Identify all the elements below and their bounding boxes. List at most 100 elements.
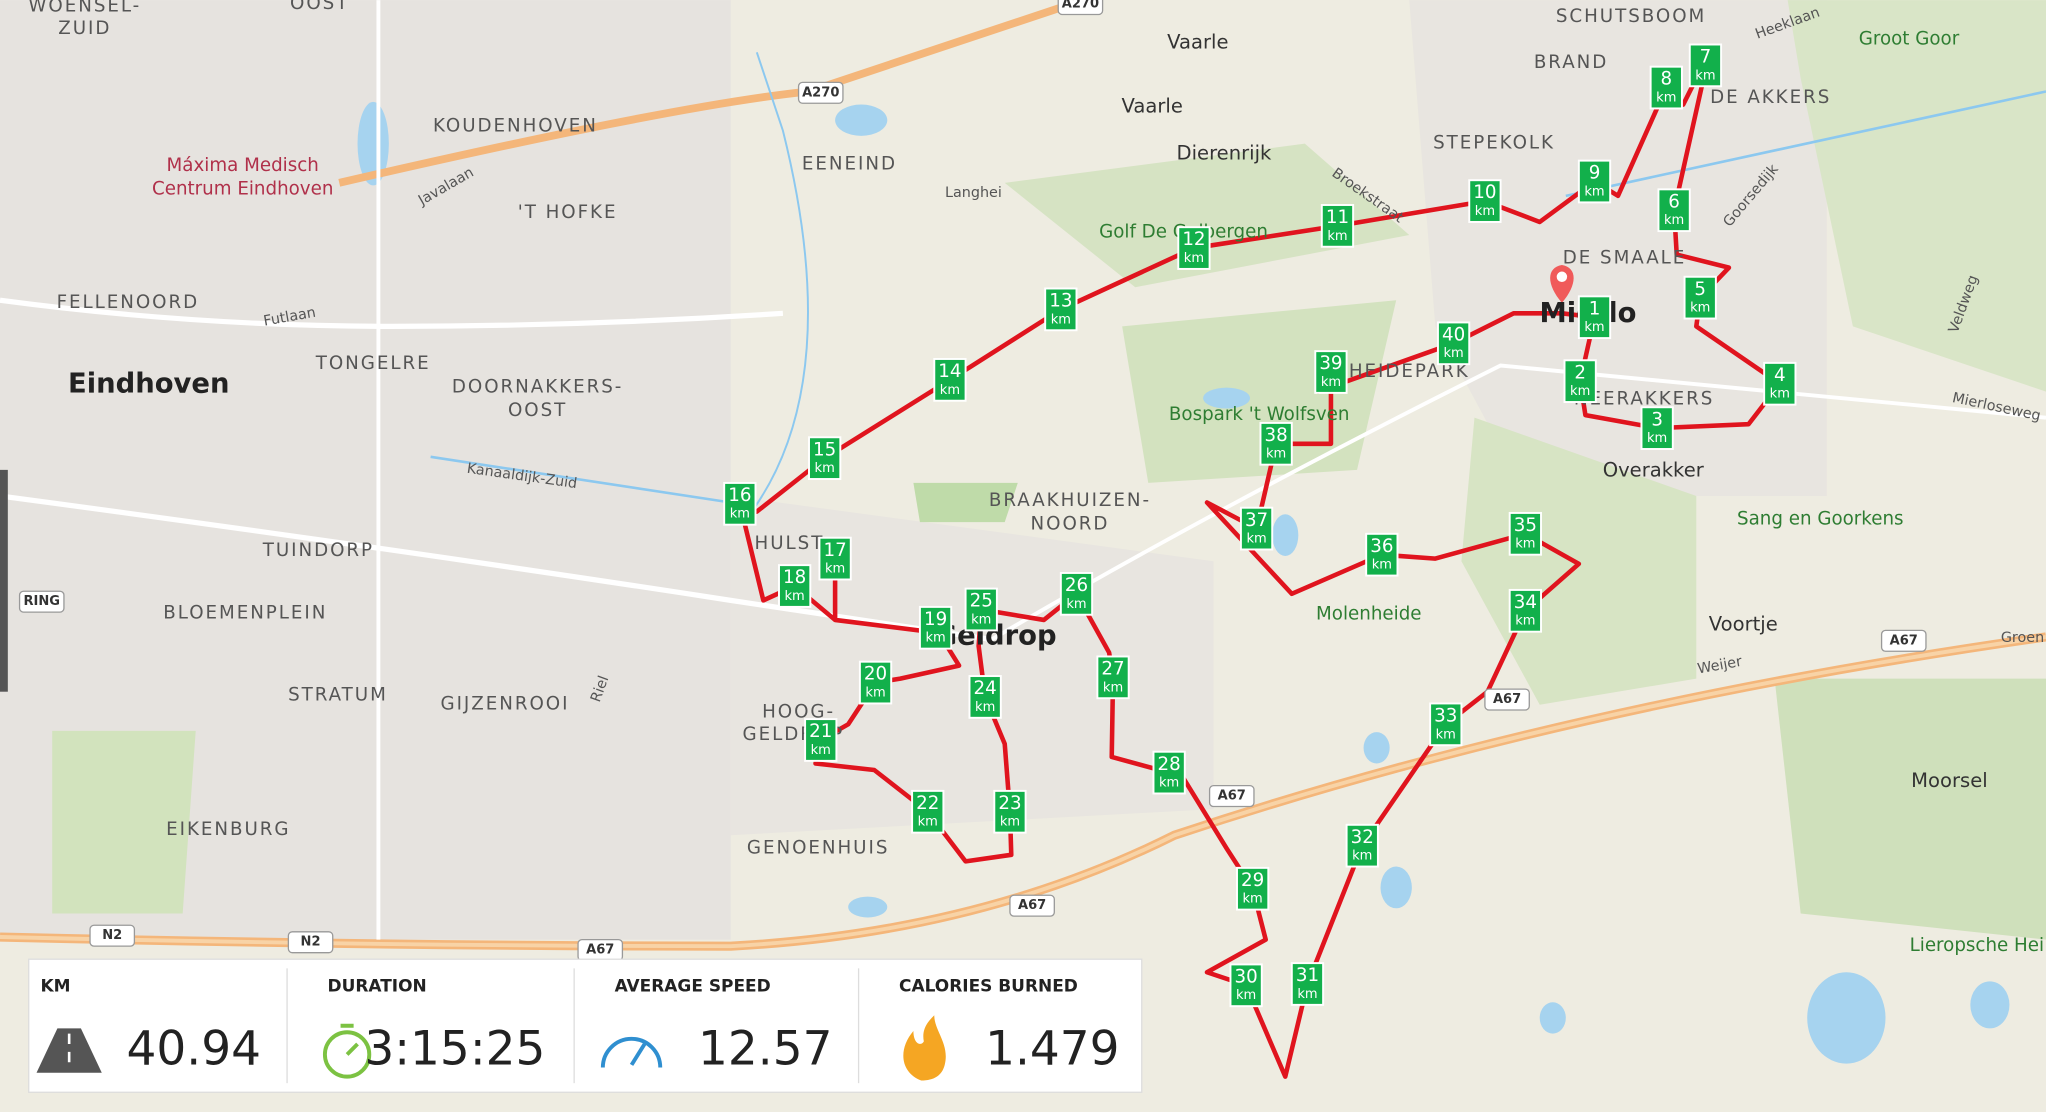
- km-number: 34: [1514, 592, 1537, 613]
- road-shield: [1208, 785, 1255, 808]
- km-unit: km: [1656, 90, 1676, 105]
- km-number: 20: [864, 664, 887, 685]
- road-shield: [1880, 629, 1927, 652]
- map-label: EIKENBURG: [166, 819, 290, 840]
- map-label: Moorsel: [1911, 769, 1988, 792]
- km-unit: km: [1297, 987, 1317, 1002]
- km-unit: km: [1475, 204, 1495, 219]
- km-marker-box: [1345, 823, 1379, 868]
- km-unit: km: [825, 562, 845, 577]
- km-unit: km: [1515, 537, 1535, 552]
- map-label: WOENSEL-: [28, 0, 141, 17]
- map-label: GIJZENROOI: [440, 694, 569, 715]
- km-marker-box: [1314, 350, 1348, 394]
- km-marker: 6km: [1657, 188, 1691, 233]
- km-marker-box: [1365, 532, 1399, 577]
- road-shield: [797, 81, 844, 104]
- map-label: Vaarle: [1122, 95, 1183, 118]
- km-number: 2: [1574, 362, 1586, 383]
- map-label: Lieropsche Hei: [1910, 935, 2044, 956]
- km-number: 7: [1700, 47, 1712, 68]
- km-unit: km: [1327, 229, 1347, 244]
- map-label: Voortje: [1709, 613, 1778, 636]
- km-number: 31: [1296, 965, 1319, 986]
- map-label: DE AKKERS: [1710, 87, 1831, 108]
- map-label: ZUID: [58, 18, 111, 39]
- km-marker: 8km: [1649, 65, 1683, 110]
- map-label: A67: [586, 943, 614, 958]
- km-marker-box: [1044, 287, 1078, 332]
- km-unit: km: [1103, 680, 1123, 695]
- km-number: 37: [1245, 510, 1268, 531]
- road-shield: [18, 590, 65, 613]
- map-label: TONGELRE: [315, 353, 431, 374]
- map-label: 'T HOFKE: [518, 202, 618, 223]
- km-unit: km: [975, 700, 995, 715]
- km-marker-box: [1236, 866, 1270, 911]
- km-marker-box: [1577, 159, 1612, 204]
- km-marker-box: [918, 605, 953, 650]
- map-label: HULST: [755, 533, 825, 554]
- km-unit: km: [1159, 776, 1179, 791]
- km-unit: km: [1436, 727, 1456, 742]
- km-marker-box: [1259, 421, 1293, 466]
- map-label: N2: [102, 928, 122, 943]
- km-unit: km: [1443, 346, 1463, 361]
- start-pin: [1550, 265, 1574, 303]
- km-number: 40: [1442, 324, 1465, 345]
- km-number: 21: [809, 721, 832, 742]
- km-marker-box: [1688, 43, 1723, 88]
- km-marker: 9km: [1577, 159, 1612, 204]
- km-number: 32: [1351, 827, 1374, 848]
- km-number: 30: [1235, 966, 1258, 987]
- map-label: A270: [1062, 0, 1099, 12]
- km-marker: 2km: [1563, 359, 1597, 404]
- km-unit: km: [918, 815, 938, 830]
- road-shield: [89, 924, 136, 947]
- map-label: DE SMAALE: [1563, 247, 1687, 268]
- map-label: Centrum Eindhoven: [152, 178, 333, 199]
- km-marker-box: [1508, 588, 1543, 633]
- map-label: Vaarle: [1167, 31, 1228, 54]
- km-number: 33: [1434, 705, 1457, 726]
- map-label: Overakker: [1603, 459, 1705, 482]
- km-marker-box: [808, 436, 842, 480]
- km-marker-box: [1640, 406, 1674, 450]
- map-label: HEIDEPARK: [1349, 361, 1470, 382]
- km-number: 4: [1774, 365, 1786, 386]
- km-markers: 1km2km3km4km5km6km7km8km9km10km11km12km1…: [723, 43, 1797, 1008]
- km-unit: km: [1243, 892, 1263, 907]
- km-unit: km: [1695, 68, 1715, 83]
- km-number: 38: [1265, 425, 1288, 446]
- km-number: 24: [974, 678, 997, 699]
- map-label: Weijer: [1696, 654, 1743, 678]
- km-marker-box: [1059, 571, 1094, 616]
- km-number: 3: [1651, 409, 1663, 430]
- km-unit: km: [1690, 301, 1710, 316]
- km-number: 14: [938, 361, 961, 382]
- map-label: DOORNAKKERS-: [452, 377, 623, 398]
- map-label: Dierenrijk: [1177, 142, 1272, 165]
- map-label: A67: [1493, 692, 1521, 707]
- km-marker-box: [804, 718, 838, 762]
- km-number: 23: [998, 793, 1021, 814]
- stat-label: KM: [40, 976, 70, 996]
- map-label: KOUDENHOVEN: [433, 116, 598, 137]
- km-marker-box: [911, 789, 945, 834]
- km-unit: km: [1664, 213, 1684, 228]
- km-marker-box: [993, 789, 1027, 834]
- road-shield: [1484, 688, 1530, 711]
